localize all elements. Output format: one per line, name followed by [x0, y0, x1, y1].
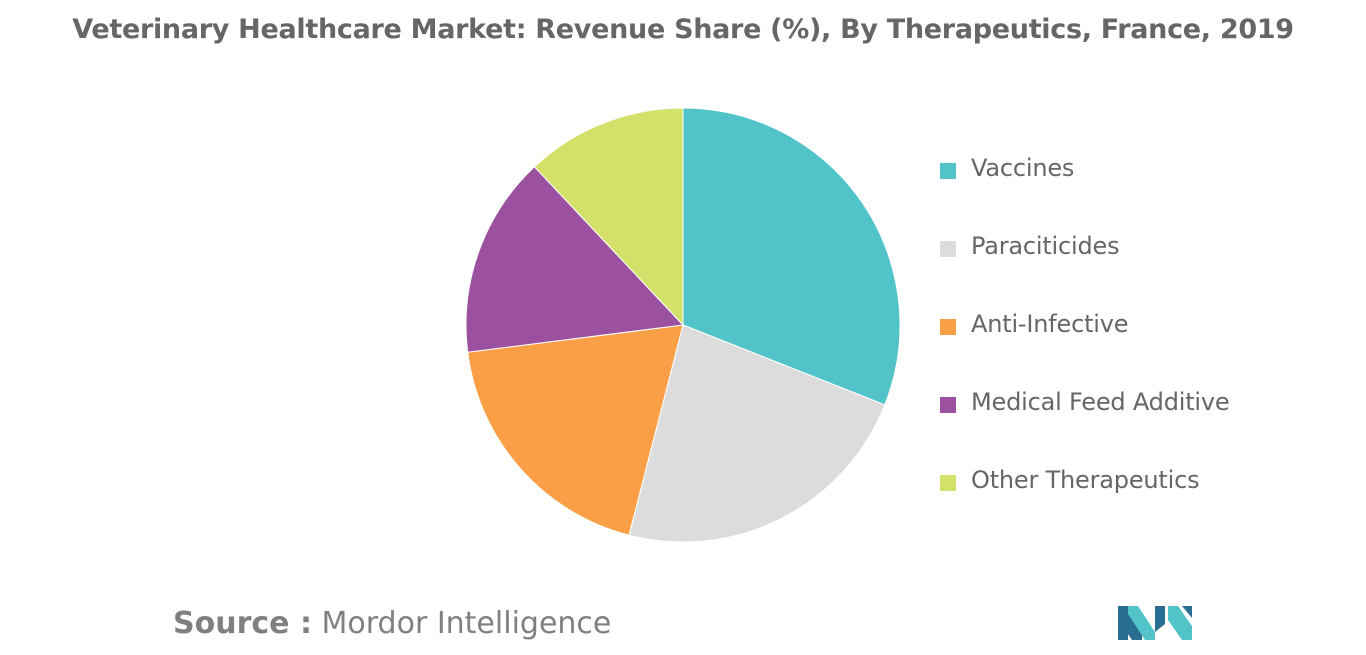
- legend-swatch: [940, 163, 956, 179]
- legend-item-medical-feed-additive: Medical Feed Additive: [940, 384, 1340, 462]
- legend-item-vaccines: Vaccines: [940, 150, 1340, 228]
- legend-swatch: [940, 397, 956, 413]
- legend-label: Anti-Infective: [971, 310, 1129, 338]
- legend-item-anti-infective: Anti-Infective: [940, 306, 1340, 384]
- legend-swatch: [940, 475, 956, 491]
- source-note: Source : Mordor Intelligence: [173, 606, 611, 641]
- chart-legend: Vaccines Paraciticides Anti-Infective Medic…: [940, 150, 1340, 540]
- pie-slice-paraciticides: [628, 324, 886, 543]
- logo-mid-stroke: [1128, 606, 1155, 640]
- legend-label: Vaccines: [971, 154, 1075, 182]
- logo-right-cap: [1182, 606, 1192, 618]
- legend-item-paraciticides: Paraciticides: [940, 228, 1340, 306]
- pie-slice-other-therapeutics: [533, 107, 684, 327]
- logo-left-stroke: [1118, 606, 1142, 640]
- legend-label: Other Therapeutics: [971, 466, 1200, 494]
- pie-slice-anti-infective: [467, 324, 684, 536]
- source-label: Source :: [173, 606, 312, 641]
- legend-swatch: [940, 319, 956, 335]
- logo-right-stroke: [1168, 606, 1192, 640]
- source-value: Mordor Intelligence: [321, 606, 612, 641]
- legend-label: Medical Feed Additive: [971, 388, 1230, 416]
- pie-slice-vaccines: [682, 107, 901, 406]
- mordor-intelligence-logo: [1118, 606, 1192, 640]
- legend-item-other-therapeutics: Other Therapeutics: [940, 462, 1340, 540]
- legend-label: Paraciticides: [971, 232, 1120, 260]
- chart-title: Veterinary Healthcare Market: Revenue Sh…: [72, 14, 1294, 45]
- pie-slice-medical-feed-additive: [465, 166, 685, 353]
- legend-swatch: [940, 241, 956, 257]
- logo-mid-right-stroke: [1155, 606, 1165, 632]
